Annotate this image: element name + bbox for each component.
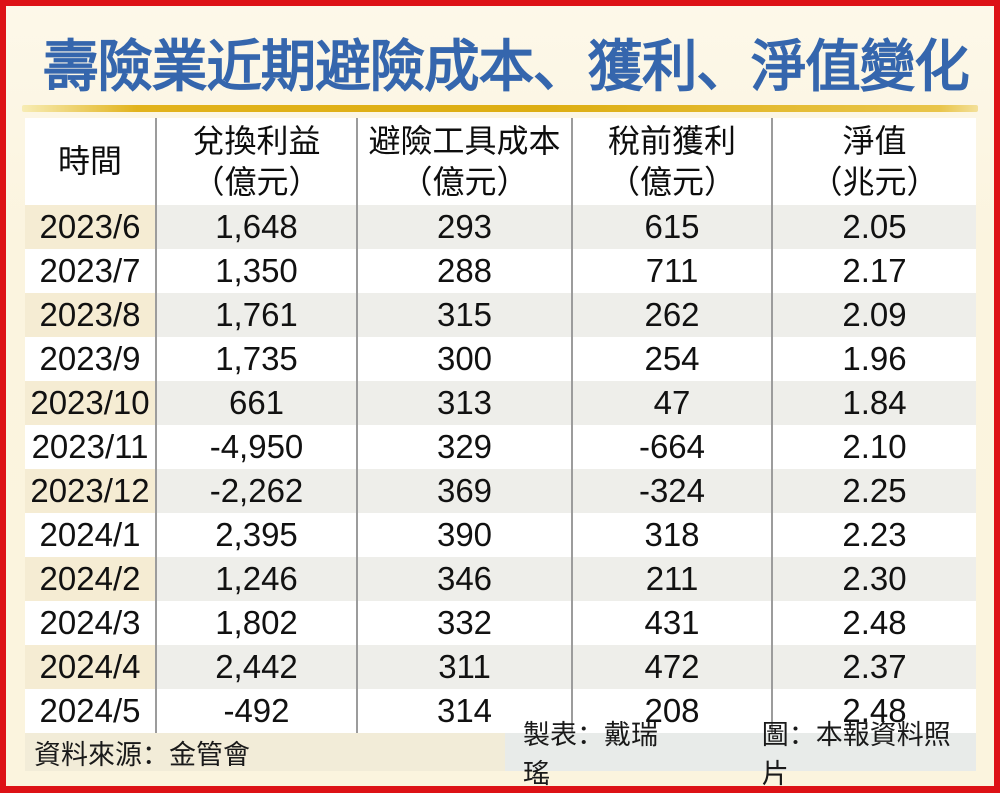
value-cell: 2.25 xyxy=(772,469,976,513)
table-header-row: 時間 兌換利益 （億元） 避險工具成本 （億元） 稅前獲利 （億元） 淨值 （兆元） xyxy=(25,118,976,205)
time-cell: 2023/11 xyxy=(25,425,157,469)
photo-credit-label: 圖：本報資料照片 xyxy=(761,720,951,789)
time-cell: 2023/10 xyxy=(25,381,157,425)
time-cell: 2023/6 xyxy=(25,205,157,249)
table-body: 2023/6 1,648 293 615 2.05 2023/7 1,350 288 711 2.… xyxy=(25,205,976,733)
value-cell: 1,802 xyxy=(156,601,358,645)
time-cell: 2024/3 xyxy=(25,601,157,645)
value-cell: 369 xyxy=(357,469,573,513)
value-cell: 262 xyxy=(572,293,773,337)
value-cell: 2.05 xyxy=(772,205,976,249)
time-cell: 2023/12 xyxy=(25,469,157,513)
table-by-label: 製表：戴瑞瑤 xyxy=(523,720,658,789)
value-cell: -2,262 xyxy=(156,469,358,513)
table-row: 2024/4 2,442 311 472 2.37 xyxy=(25,645,976,689)
value-cell: 300 xyxy=(357,337,573,381)
value-cell: 329 xyxy=(357,425,573,469)
footer: 資料來源：金管會 製表：戴瑞瑤 圖：本報資料照片 xyxy=(25,720,976,786)
value-cell: 293 xyxy=(357,205,573,249)
value-cell: 390 xyxy=(357,513,573,557)
value-cell: -324 xyxy=(572,469,773,513)
column-header: 稅前獲利 （億元） xyxy=(572,118,773,205)
value-cell: 208 xyxy=(572,689,773,733)
value-cell: 332 xyxy=(357,601,573,645)
value-cell: 313 xyxy=(357,381,573,425)
value-cell: 2.37 xyxy=(772,645,976,689)
value-cell: 2.09 xyxy=(772,293,976,337)
value-cell: 311 xyxy=(357,645,573,689)
value-cell: 1,350 xyxy=(156,249,358,293)
time-cell: 2023/7 xyxy=(25,249,157,293)
value-cell: 1,735 xyxy=(156,337,358,381)
column-header: 淨值 （兆元） xyxy=(810,122,939,200)
column-header: 兌換利益 （億元） xyxy=(156,118,358,205)
column-header: 時間 xyxy=(25,118,157,205)
column-header: 避險工具成本 （億元） xyxy=(357,118,573,205)
table-row: 2023/8 1,761 315 262 2.09 xyxy=(25,293,976,337)
value-cell: 615 xyxy=(572,205,773,249)
value-cell: 2.17 xyxy=(842,252,907,289)
value-cell: 254 xyxy=(572,337,773,381)
value-cell: -664 xyxy=(572,425,773,469)
value-cell: 318 xyxy=(572,513,773,557)
value-cell: 47 xyxy=(572,381,773,425)
value-cell: 2.23 xyxy=(842,516,907,553)
time-cell: 2024/1 xyxy=(25,513,157,557)
value-cell: 2.48 xyxy=(842,604,907,641)
value-cell: 346 xyxy=(357,557,573,601)
table-row: 2024/3 1,802 332 431 2.48 xyxy=(25,601,976,645)
time-cell: 2023/9 xyxy=(25,337,157,381)
value-cell: -492 xyxy=(156,689,358,733)
table-row: 2024/2 1,246 346 211 2.30 xyxy=(25,557,976,601)
value-cell: 1,648 xyxy=(156,205,358,249)
table-row: 2023/10 661 313 47 1.84 xyxy=(25,381,976,425)
table-row: 2023/11 -4,950 329 -664 2.10 xyxy=(25,425,976,469)
table-row: 2023/6 1,648 293 615 2.05 xyxy=(25,205,976,249)
source-label: 資料來源：金管會 xyxy=(34,739,250,770)
page-title: 壽險業近期避險成本、獲利、淨值變化 xyxy=(43,35,970,98)
footer-credits: 製表：戴瑞瑤 圖：本報資料照片 xyxy=(505,720,976,786)
value-cell: 314 xyxy=(357,689,573,733)
table-row: 2023/9 1,735 300 254 1.96 xyxy=(25,337,976,381)
table-row: 2024/5 -492 314 208 2.48 xyxy=(25,689,976,733)
value-cell: -4,950 xyxy=(156,425,358,469)
value-cell: 711 xyxy=(572,249,773,293)
time-cell: 2024/5 xyxy=(25,689,157,733)
value-cell: 288 xyxy=(357,249,573,293)
value-cell: 315 xyxy=(357,293,573,337)
value-cell: 1.96 xyxy=(842,340,907,377)
value-cell: 2.10 xyxy=(842,428,907,465)
table-row: 2023/12 -2,262 369 -324 2.25 xyxy=(25,469,976,513)
value-cell: 1,246 xyxy=(156,557,358,601)
value-cell: 211 xyxy=(572,557,773,601)
value-cell: 472 xyxy=(572,645,773,689)
gold-rule-divider xyxy=(22,105,978,112)
footer-source: 資料來源：金管會 xyxy=(25,733,505,771)
value-cell: 661 xyxy=(156,381,358,425)
table-row: 2024/1 2,395 390 318 2.23 xyxy=(25,513,976,557)
value-cell: 1.84 xyxy=(772,381,976,425)
value-cell: 2.30 xyxy=(772,557,976,601)
value-cell: 2,395 xyxy=(156,513,358,557)
table-row: 2023/7 1,350 288 711 2.17 xyxy=(25,249,976,293)
value-cell: 2.48 xyxy=(842,692,907,729)
time-cell: 2024/2 xyxy=(25,557,157,601)
time-cell: 2024/4 xyxy=(25,645,157,689)
time-cell: 2023/8 xyxy=(25,293,157,337)
value-cell: 2,442 xyxy=(156,645,358,689)
data-table: 時間 兌換利益 （億元） 避險工具成本 （億元） 稅前獲利 （億元） 淨值 （兆元） 2023/… xyxy=(25,118,976,733)
value-cell: 1,761 xyxy=(156,293,358,337)
table-header: 時間 兌換利益 （億元） 避險工具成本 （億元） 稅前獲利 （億元） 淨值 （兆元） xyxy=(25,118,976,205)
value-cell: 431 xyxy=(572,601,773,645)
